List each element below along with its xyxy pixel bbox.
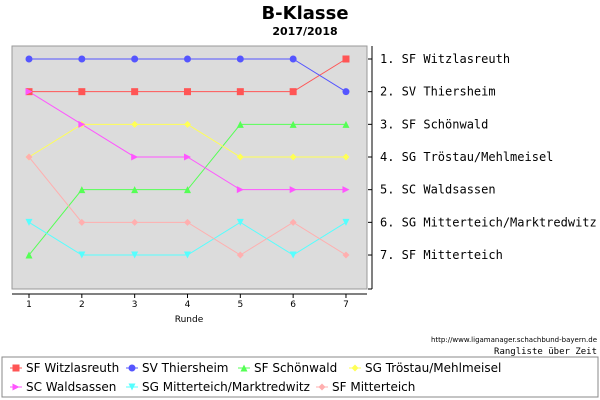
legend-item: SF Schönwald: [238, 361, 337, 375]
data-point: [78, 88, 86, 96]
data-point: [236, 186, 244, 194]
data-point: [289, 218, 297, 226]
data-point: [78, 120, 86, 128]
data-point: [25, 218, 33, 226]
x-axis: 1 2 3 4 5 6 7: [12, 293, 367, 310]
data-point: [131, 186, 139, 194]
data-point: [236, 55, 244, 63]
data-point: [183, 251, 191, 259]
data-point: [342, 153, 350, 161]
data-point: [289, 251, 297, 259]
x-tick-label: 6: [290, 300, 296, 310]
footer-caption: Rangliste über Zeit: [494, 347, 597, 357]
data-point: [131, 218, 139, 226]
data-point: [78, 251, 86, 259]
data-point: [25, 55, 33, 63]
legend-box: [1, 356, 599, 398]
data-point: [25, 153, 33, 161]
data-point: [236, 120, 244, 128]
x-tick-label: 4: [185, 300, 191, 310]
chart-subtitle: 2017/2018: [272, 25, 337, 38]
legend-marker: [12, 364, 20, 372]
legend: SF Witzlasreuth SV Thiersheim SF Schönwald…: [10, 361, 501, 394]
data-point: [25, 88, 33, 96]
data-point: [289, 55, 297, 63]
legend-label: SG Mitterteich/Marktredwitz: [142, 380, 310, 394]
legend-label: SF Mitterteich: [332, 380, 415, 394]
rank-label: 2. SV Thiersheim: [380, 85, 496, 99]
legend-marker: [128, 364, 136, 372]
legend-marker: [240, 364, 248, 372]
data-point: [78, 218, 86, 226]
data-point: [236, 218, 244, 226]
legend-item: SG Mitterteich/Marktredwitz: [126, 380, 310, 394]
x-tick-label: 5: [237, 300, 243, 310]
data-point: [131, 88, 139, 96]
data-point: [289, 120, 297, 128]
rank-label: 5. SC Waldsassen: [380, 183, 496, 197]
legend-item: SV Thiersheim: [126, 361, 229, 375]
x-tick-label: 7: [343, 300, 349, 310]
legend-marker: [128, 383, 136, 391]
rank-label: 1. SF Witzlasreuth: [380, 52, 510, 66]
rank-label: 4. SG Tröstau/Mehlmeisel: [380, 150, 553, 164]
rank-label: 7. SF Mitterteich: [380, 248, 503, 262]
series-markers: [25, 55, 350, 259]
data-point: [131, 251, 139, 259]
data-point: [78, 55, 86, 63]
data-point: [131, 120, 139, 128]
legend-item: SG Tröstau/Mehlmeisel: [349, 361, 501, 375]
legend-label: SC Waldsassen: [26, 380, 116, 394]
data-point: [342, 120, 350, 128]
data-point: [183, 186, 191, 194]
data-point: [183, 88, 191, 96]
legend-item: SC Waldsassen: [10, 380, 116, 394]
x-tick-label: 3: [132, 300, 138, 310]
data-point: [236, 153, 244, 161]
data-point: [25, 251, 33, 259]
data-point: [342, 55, 350, 63]
legend-marker: [318, 383, 326, 391]
data-point: [342, 186, 350, 194]
data-point: [289, 153, 297, 161]
legend-label: SF Witzlasreuth: [26, 361, 119, 375]
x-tick-label: 1: [26, 300, 32, 310]
data-point: [183, 120, 191, 128]
data-point: [183, 218, 191, 226]
rank-axis: 1. SF Witzlasreuth 2. SV Thiersheim 3. SF …: [368, 46, 597, 290]
legend-label: SV Thiersheim: [142, 361, 229, 375]
data-point: [183, 153, 191, 161]
data-point: [131, 55, 139, 63]
rank-label: 3. SF Schönwald: [380, 117, 488, 131]
data-point: [78, 186, 86, 194]
chart-title: B-Klasse: [261, 3, 348, 24]
data-point: [289, 88, 297, 96]
legend-label: SF Schönwald: [254, 361, 337, 375]
legend-marker: [12, 383, 20, 391]
x-tick-label: 2: [79, 300, 85, 310]
legend-item: SF Mitterteich: [316, 380, 415, 394]
data-point: [236, 88, 244, 96]
data-point: [342, 88, 350, 96]
rank-label: 6. SG Mitterteich/Marktredwitz: [380, 215, 597, 229]
footer-url: http://www.ligamanager.schachbund-bayern…: [431, 336, 597, 344]
data-point: [236, 251, 244, 259]
data-point: [131, 153, 139, 161]
data-point: [289, 186, 297, 194]
x-axis-label: Runde: [175, 315, 204, 325]
data-point: [342, 218, 350, 226]
legend-item: SF Witzlasreuth: [10, 361, 119, 375]
data-point: [183, 55, 191, 63]
legend-marker: [351, 364, 359, 372]
data-point: [342, 251, 350, 259]
legend-label: SG Tröstau/Mehlmeisel: [365, 361, 501, 375]
